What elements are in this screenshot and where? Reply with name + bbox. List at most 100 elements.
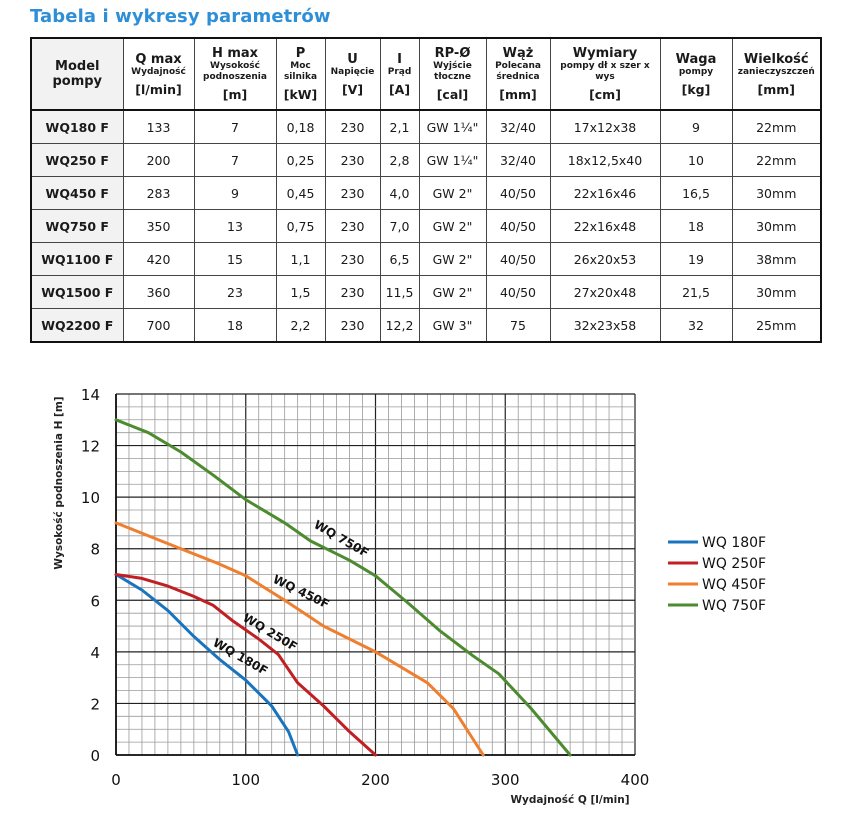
column-header-unit: [m] xyxy=(222,87,248,102)
column-header-subtitle: zanieczyszczeń xyxy=(737,66,815,77)
table-cell: 7 xyxy=(193,143,277,177)
table-cell: 2,2 xyxy=(275,308,326,343)
table-cell: GW 1¼" xyxy=(418,109,487,144)
table-cell: 26x20x53 xyxy=(549,242,661,276)
table-cell: 350 xyxy=(122,209,195,243)
table-cell: 15 xyxy=(193,242,277,276)
column-header-title: Wymiary xyxy=(572,46,638,61)
column-header-subtitle: Wysokość podnoszenia xyxy=(203,61,267,82)
table-row: WQ250 F 200 7 0,25 230 2,8 GW 1¼" 32/40 18x12,5x… xyxy=(30,143,822,177)
series-line xyxy=(114,573,377,757)
legend-label: WQ 250F xyxy=(702,556,766,572)
column-header-title: RP-Ø xyxy=(434,46,471,61)
table-cell: 230 xyxy=(324,143,381,177)
column-header-unit: [mm] xyxy=(757,81,795,97)
table-cell: 9 xyxy=(193,176,277,210)
y-tick-label: 2 xyxy=(90,695,100,713)
column-header: P Moc silnika [kW] xyxy=(275,37,326,111)
table-cell: 0,75 xyxy=(275,209,326,243)
table-cell: 32/40 xyxy=(485,143,551,177)
table-cell: GW 2" xyxy=(418,209,487,243)
series-line xyxy=(114,573,300,757)
y-tick-label: 8 xyxy=(90,541,100,559)
y-tick-label: 12 xyxy=(81,438,100,456)
y-axis-title: Wysokość podnoszenia H [m] xyxy=(53,396,65,569)
table-cell: 9 xyxy=(659,109,733,144)
column-header-subtitle: pompy dł x szer x wys xyxy=(560,61,650,82)
y-tick-label: 0 xyxy=(90,747,100,765)
column-header-title: Q max xyxy=(135,51,182,67)
table-cell: 0,25 xyxy=(275,143,326,177)
table-cell: GW 2" xyxy=(418,176,487,210)
table-cell: 32 xyxy=(659,308,733,343)
table-body: WQ180 F 133 7 0,18 230 2,1 GW 1¼" 32/40 17x12x38… xyxy=(30,109,822,343)
page-title: Tabela i wykresy parametrów xyxy=(30,6,331,27)
table-cell: GW 2" xyxy=(418,275,487,309)
table-cell: 30mm xyxy=(731,209,822,243)
table-cell: 22mm xyxy=(731,143,822,177)
table-cell: 18x12,5x40 xyxy=(549,143,661,177)
model-cell: WQ750 F xyxy=(30,209,124,243)
table-row: WQ1500 F 360 23 1,5 230 11,5 GW 2" 40/50 27x20x4… xyxy=(30,275,822,309)
table-cell: 2,8 xyxy=(379,143,420,177)
column-header-title: Wielkość xyxy=(743,51,809,67)
pump-curve-chart: 0 100 200 300 400 0 2 4 6 8 10 12 14 Wydajność Q [l/… xyxy=(53,386,766,806)
table-cell: 27x20x48 xyxy=(549,275,661,309)
table-cell: 4,0 xyxy=(379,176,420,210)
column-header-title: I xyxy=(397,51,402,67)
table-cell: 1,1 xyxy=(275,242,326,276)
column-header-subtitle: Moc silnika xyxy=(283,61,318,82)
column-header: Wielkość zanieczyszczeń [mm] xyxy=(731,37,822,111)
column-header-subtitle: pompy xyxy=(678,66,714,77)
table-cell: GW 2" xyxy=(418,242,487,276)
table-cell: 7 xyxy=(193,109,277,144)
table-cell: 230 xyxy=(324,176,381,210)
x-tick-label: 400 xyxy=(621,771,650,789)
chart-ticks: 0 100 200 300 400 0 2 4 6 8 10 12 14 xyxy=(81,386,649,789)
column-header-subtitle: Wyjście tłoczne xyxy=(433,61,472,82)
table-row: WQ2200 F 700 18 2,2 230 12,2 GW 3" 75 32x23x58 32… xyxy=(30,308,822,343)
column-header-unit: [l/min] xyxy=(135,81,182,97)
table-cell: 230 xyxy=(324,109,381,144)
table-cell: 0,18 xyxy=(275,109,326,144)
table-cell: 283 xyxy=(122,176,195,210)
column-header: Wymiary pompy dł x szer x wys [cm] xyxy=(549,37,661,111)
series-line xyxy=(114,418,572,757)
legend-label: WQ 180F xyxy=(702,535,766,551)
table-cell: 360 xyxy=(122,275,195,309)
table-cell: 11,5 xyxy=(379,275,420,309)
table-cell: 40/50 xyxy=(485,209,551,243)
column-header-unit: [cm] xyxy=(589,87,621,102)
column-header: I Prąd [A] xyxy=(379,37,420,111)
x-tick-label: 100 xyxy=(231,771,260,789)
y-tick-label: 4 xyxy=(90,644,100,662)
column-header: H max Wysokość podnoszenia [m] xyxy=(193,37,277,111)
table-cell: GW 3" xyxy=(418,308,487,343)
table-cell: 40/50 xyxy=(485,176,551,210)
table-cell: 75 xyxy=(485,308,551,343)
table-cell: 200 xyxy=(122,143,195,177)
column-header-title: H max xyxy=(211,46,259,61)
table-cell: 133 xyxy=(122,109,195,144)
series-line xyxy=(114,521,485,757)
column-header-unit: [mm] xyxy=(499,87,537,102)
table-cell: 19 xyxy=(659,242,733,276)
table-cell: 23 xyxy=(193,275,277,309)
chart-curves xyxy=(114,418,572,757)
column-header-unit: [V] xyxy=(341,81,364,97)
table-cell: 0,45 xyxy=(275,176,326,210)
x-tick-label: 0 xyxy=(111,771,121,789)
chart-legend: WQ 180F WQ 250F WQ 450F WQ 750F xyxy=(668,535,766,614)
table-cell: 22x16x46 xyxy=(549,176,661,210)
table-cell: 7,0 xyxy=(379,209,420,243)
column-header-unit: [kg] xyxy=(681,81,711,97)
column-header-subtitle: Wydajność xyxy=(131,66,186,77)
table-cell: 22mm xyxy=(731,109,822,144)
column-header: U Napięcie [V] xyxy=(324,37,381,111)
table-cell: 230 xyxy=(324,209,381,243)
y-tick-label: 14 xyxy=(81,386,100,404)
table-cell: 40/50 xyxy=(485,275,551,309)
table-row: WQ450 F 283 9 0,45 230 4,0 GW 2" 40/50 22x16x46 1… xyxy=(30,176,822,210)
table-cell: 13 xyxy=(193,209,277,243)
table-cell: 230 xyxy=(324,242,381,276)
